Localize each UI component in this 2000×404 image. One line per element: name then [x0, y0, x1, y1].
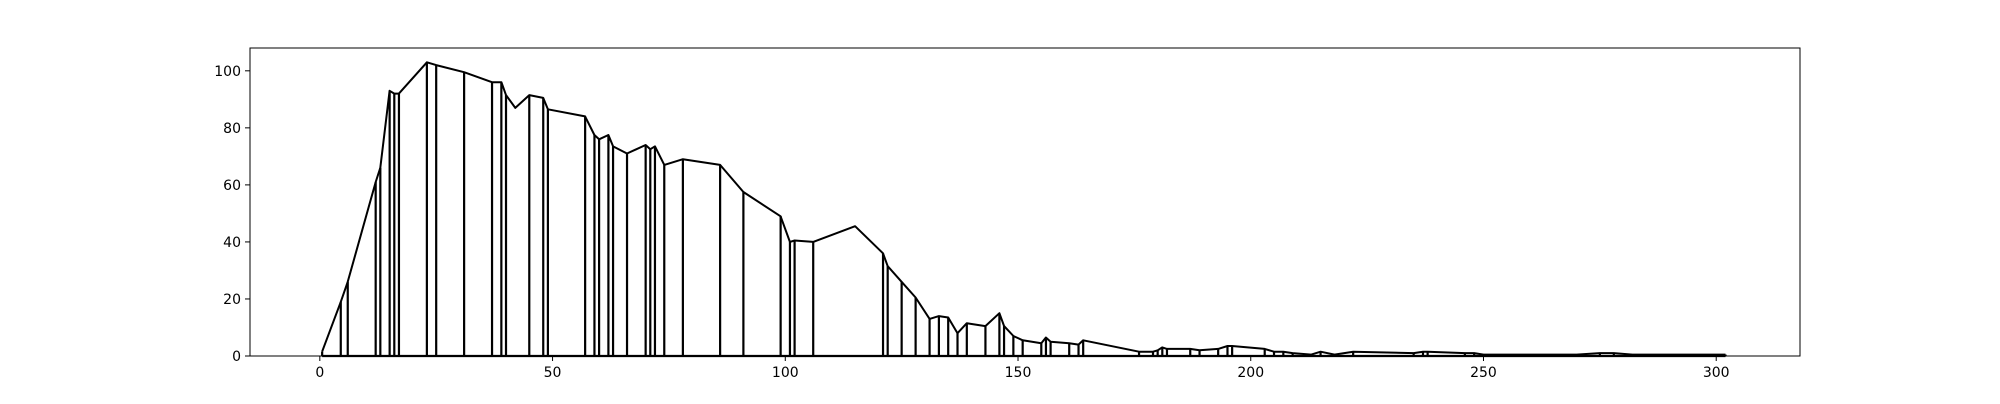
y-tick-label-20: 20 [223, 292, 241, 308]
y-tick-label-0: 0 [232, 349, 241, 365]
y-tick-label-40: 40 [223, 235, 241, 251]
y-tick-label-60: 60 [223, 178, 241, 194]
y-tick-label-100: 100 [214, 64, 241, 80]
x-axis: 0 50 100 150 200 250 300 [315, 356, 1730, 381]
series-line [321, 61, 1726, 356]
line-layer [321, 61, 1726, 356]
x-tick-label-0: 0 [315, 365, 324, 381]
plot-frame [249, 47, 1801, 357]
x-tick-label-200: 200 [1237, 365, 1264, 381]
plot-background [250, 48, 1800, 356]
y-axis: 0 20 40 60 80 100 [214, 64, 250, 365]
y-tick-label-80: 80 [223, 121, 241, 137]
x-tick-label-150: 150 [1005, 365, 1032, 381]
x-tick-label-250: 250 [1470, 365, 1497, 381]
x-tick-label-50: 50 [544, 365, 562, 381]
x-tick-label-300: 300 [1703, 365, 1730, 381]
x-tick-label-100: 100 [772, 365, 799, 381]
